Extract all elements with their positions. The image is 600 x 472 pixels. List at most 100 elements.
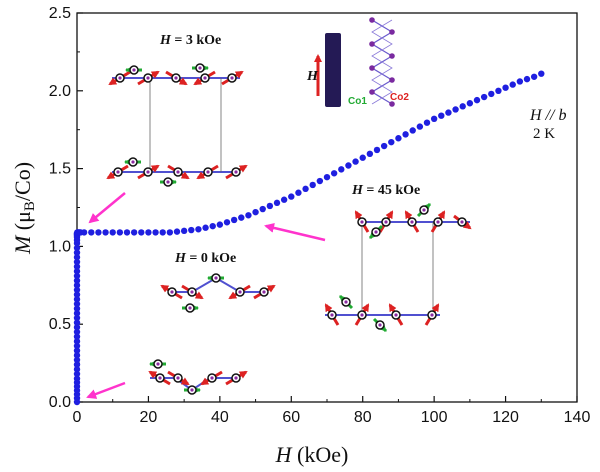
co-atom-core: [214, 276, 218, 280]
data-point: [73, 277, 81, 284]
co-atom-core: [430, 313, 434, 317]
spin-diagrams: [106, 63, 472, 395]
co-atom-core: [378, 323, 382, 327]
y-axis-title: M (μB/Co): [10, 162, 38, 255]
co-atom: [369, 89, 375, 95]
data-point: [73, 263, 81, 270]
data-point: [88, 229, 95, 236]
arrow-to-h0: [86, 381, 126, 399]
data-point: [330, 170, 338, 177]
y-tick-label: 0.0: [49, 394, 71, 411]
crystal-photo: [325, 33, 341, 107]
co-atom-core: [210, 376, 214, 380]
data-point: [402, 131, 409, 138]
data-point: [195, 226, 202, 233]
data-point: [245, 212, 252, 219]
data-point: [138, 229, 145, 236]
data-point: [188, 226, 195, 234]
co-atom-core: [206, 170, 210, 174]
co-atoms: [369, 17, 395, 107]
co-atom-core: [360, 313, 364, 317]
data-point: [73, 356, 81, 364]
data-point: [523, 75, 531, 83]
data-point: [302, 185, 309, 193]
data-point: [338, 166, 345, 173]
data-point: [316, 177, 324, 185]
data-point: [359, 154, 366, 161]
data-point: [516, 78, 524, 85]
data-point: [273, 199, 281, 207]
co-atom-core: [170, 290, 174, 294]
co-atom-core: [238, 290, 242, 294]
data-point: [252, 208, 259, 216]
data-point: [266, 202, 274, 210]
co-atom-core: [460, 220, 464, 224]
data-point: [230, 216, 238, 224]
data-point: [152, 229, 159, 236]
arrow-to-h3: [88, 192, 126, 224]
co-atom: [369, 65, 375, 71]
data-point: [395, 135, 402, 142]
x-tick-label: 0: [73, 409, 82, 426]
co-atom: [389, 101, 395, 107]
co2-label: Co2: [390, 92, 409, 103]
data-point: [173, 228, 181, 235]
data-point: [159, 229, 166, 236]
co-atom-core: [131, 160, 135, 164]
data-point: [238, 214, 245, 221]
data-point: [409, 127, 416, 134]
co-atom-core: [410, 220, 414, 224]
data-point: [380, 142, 388, 150]
co-atom-core: [188, 306, 192, 310]
co-atom: [389, 29, 395, 35]
label-h45: H = 45 kOe: [351, 183, 420, 198]
x-tick-label: 20: [140, 409, 158, 426]
co-atom-core: [330, 313, 334, 317]
y-tick-label: 0.5: [49, 316, 71, 333]
data-point: [73, 375, 81, 382]
x-tick-label: 120: [492, 409, 519, 426]
temperature-label: 2 K: [533, 126, 555, 142]
data-point: [73, 305, 81, 312]
data-point: [73, 310, 81, 317]
data-point: [295, 189, 302, 196]
co-atom-core: [234, 170, 238, 174]
co-atom-core: [166, 180, 170, 184]
x-axis-title: H (kOe): [275, 442, 349, 467]
data-point: [80, 229, 88, 236]
data-point: [495, 87, 502, 95]
co-atom-core: [156, 362, 160, 366]
data-point: [73, 370, 81, 378]
data-point: [102, 229, 109, 236]
data-point: [73, 328, 81, 336]
x-tick-label: 60: [282, 409, 300, 426]
data-point: [416, 123, 424, 130]
data-point: [388, 138, 395, 146]
data-point: [288, 193, 295, 200]
axis-ticks: 0 20 40 60 80 100 120 140 0.0 0.5 1.0 1.5 2.0 2.5: [49, 5, 591, 426]
data-point: [73, 244, 81, 252]
data-point: [366, 150, 374, 158]
y-tick-label: 2.5: [49, 5, 71, 22]
co-atom-core: [158, 376, 162, 380]
label-h3: H = 3 kOe: [159, 33, 221, 48]
data-point: [438, 112, 445, 119]
data-point: [73, 300, 81, 308]
data-point: [73, 338, 81, 345]
co-atom-core: [146, 170, 150, 174]
data-point: [502, 84, 509, 91]
data-point: [202, 224, 209, 231]
x-tick-label: 80: [354, 409, 372, 426]
crystal-inset: H Co1 Co2: [306, 17, 409, 107]
co-atom-core: [344, 300, 348, 304]
co-atom-core: [234, 376, 238, 380]
data-point: [452, 106, 459, 113]
co-atom-core: [176, 170, 180, 174]
co-atom-core: [176, 376, 180, 380]
data-point: [180, 227, 188, 235]
data-point: [259, 205, 266, 213]
data-point: [73, 296, 81, 303]
data-point: [430, 115, 438, 123]
data-point: [473, 96, 481, 104]
